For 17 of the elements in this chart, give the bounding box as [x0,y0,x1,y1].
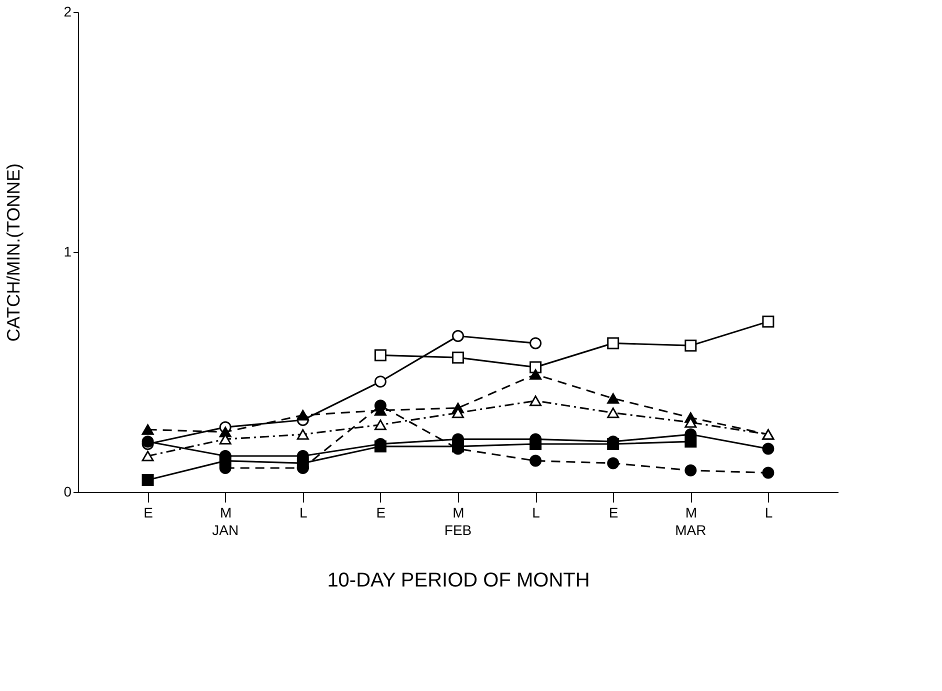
y-axis-title: CATCH/MIN.(TONNE) [4,163,24,342]
x-tick-label: E [608,504,618,520]
x-tick-label: M [685,504,697,520]
y-tick-label: 2 [64,4,72,20]
y-tick-label: 0 [64,484,72,500]
y-tick-label: 1 [64,244,72,260]
x-tick-label: E [144,504,153,520]
x-tick-label: M [452,504,464,520]
x-axis-title: 10-DAY PERIOD OF MONTH [327,570,590,592]
text: MAR [675,522,706,538]
x-tick-label: L [764,504,773,520]
text: JAN [212,522,239,538]
x-tick-label: E [376,504,386,520]
x-tick-label: L [532,504,540,520]
x-tick-label: L [300,504,308,520]
text: FEB [444,522,472,538]
x-tick-label: M [220,504,232,520]
